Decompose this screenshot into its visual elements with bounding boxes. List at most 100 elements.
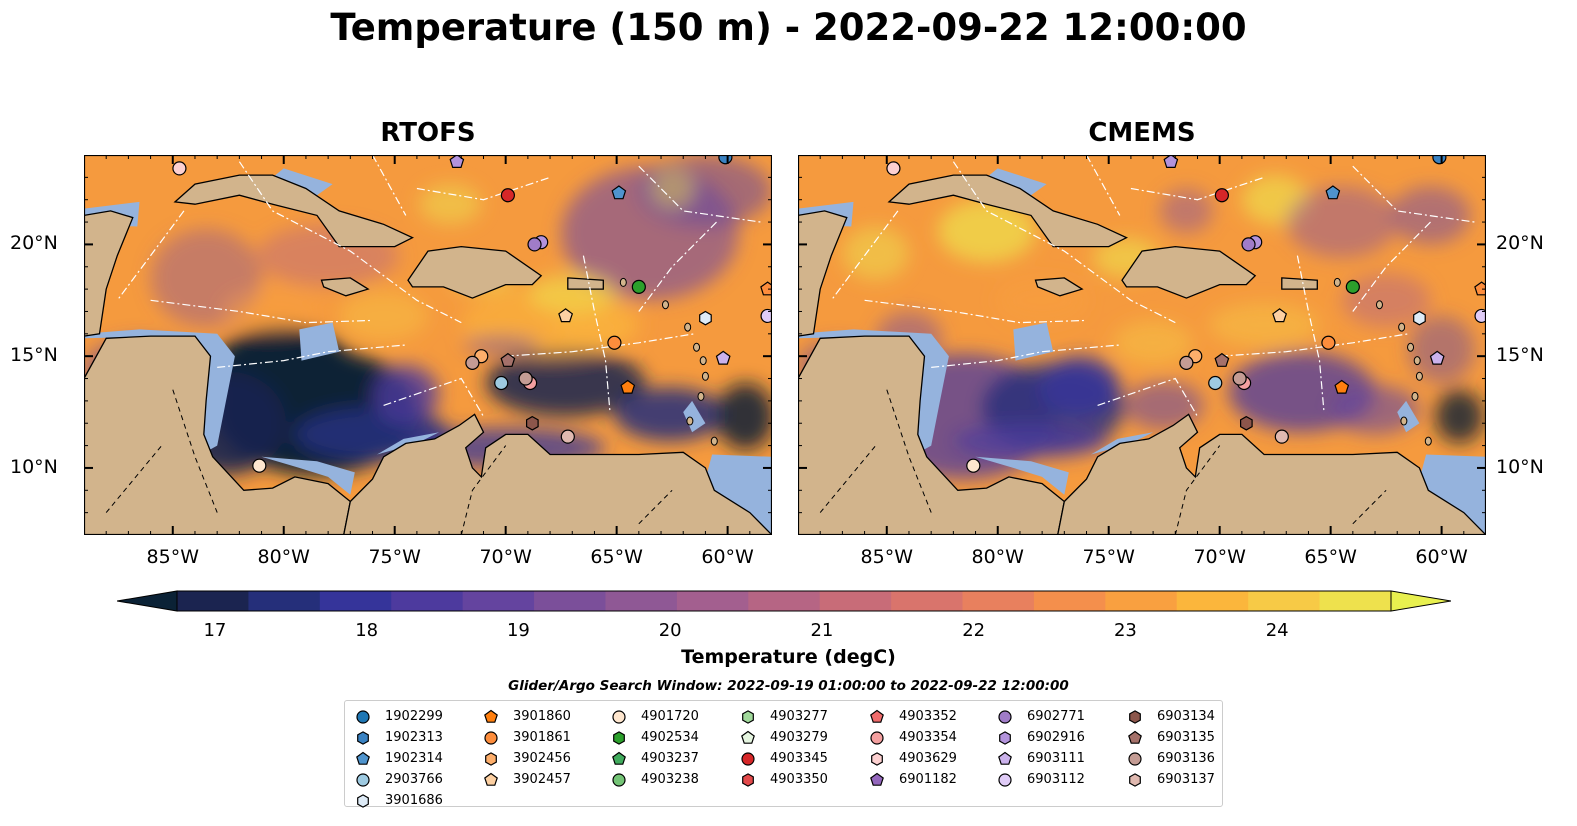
eez-boundary	[931, 344, 1120, 368]
legend-column: 3901860 3901861 3902456 3902457	[483, 706, 571, 790]
eez-boundary	[1085, 155, 1121, 216]
legend-entry: 4903237	[611, 748, 699, 769]
legend-marker-icon	[998, 772, 1012, 787]
yucatan-land	[84, 210, 134, 337]
legend-marker-icon	[356, 751, 370, 765]
legend-entry: 6903135	[1127, 727, 1215, 748]
float-marker	[494, 375, 509, 391]
legend-marker-icon	[484, 772, 498, 786]
float-marker	[500, 188, 515, 203]
eez-boundary	[383, 377, 485, 417]
float-marker	[1413, 310, 1426, 326]
shelf-area	[272, 168, 333, 196]
puerto-rico-land	[1281, 277, 1318, 290]
legend-label: 4902534	[641, 730, 699, 745]
eez-boundary	[238, 161, 462, 324]
colorbar-segment	[962, 591, 1035, 611]
south-america-land	[343, 413, 772, 535]
legend-label: 4903238	[641, 772, 699, 787]
float-marker	[611, 185, 627, 200]
country-border	[886, 389, 932, 513]
panel-title-rtofs: RTOFS	[380, 118, 476, 148]
legend-label: 6903137	[1157, 772, 1215, 787]
y-tick-label-left: 20°N	[10, 232, 58, 255]
legend-entry: 4903277	[740, 706, 828, 727]
hispaniola-land	[1121, 245, 1257, 299]
legend-entry: 4903345	[740, 748, 828, 769]
float-marker	[760, 308, 772, 324]
legend-marker-icon	[357, 793, 369, 808]
colorbar-extend-high	[1390, 590, 1452, 612]
float-legend: 1902299 1902313 1902314 2903766 3901686 39018…	[344, 700, 1223, 808]
float-marker	[966, 458, 981, 473]
float-marker	[718, 155, 733, 165]
colorbar-segment	[819, 591, 892, 611]
float-marker	[631, 279, 646, 294]
legend-label: 6901182	[899, 772, 957, 787]
search-window-text: Glider/Argo Search Window: 2022-09-19 01…	[508, 678, 1069, 694]
float-marker	[715, 350, 731, 365]
legend-label: 4903345	[770, 751, 828, 766]
legend-label: 1902299	[385, 709, 443, 724]
float-marker	[1214, 188, 1229, 203]
x-tick-label: 75°W	[1082, 546, 1135, 568]
float-marker	[1208, 375, 1223, 391]
legend-marker-icon	[357, 730, 369, 745]
legend-label: 3902457	[513, 772, 571, 787]
colorbar-segment	[391, 591, 464, 611]
legend-label: 4903352	[899, 709, 957, 724]
legend-column: 1902299 1902313 1902314 2903766 3901686	[355, 706, 443, 811]
eez-boundary	[1219, 333, 1409, 357]
shelf-area	[1419, 454, 1486, 535]
legend-marker-icon	[742, 709, 754, 724]
legend-entry: 4903354	[869, 727, 957, 748]
float-marker	[1321, 335, 1336, 350]
legend-entry: 4901720	[611, 706, 699, 727]
x-tick-label: 70°W	[1193, 546, 1246, 568]
legend-marker-icon	[871, 751, 883, 766]
colorbar-extend-low	[116, 590, 178, 612]
x-tick-label: 65°W	[590, 546, 643, 568]
legend-entry: 6901182	[869, 769, 957, 790]
colorbar-segment	[1176, 591, 1249, 611]
y-tick-label-right: 15°N	[1496, 344, 1544, 367]
y-tick-label-right: 10°N	[1496, 455, 1544, 478]
colorbar-segment	[1248, 591, 1321, 611]
float-marker	[1232, 371, 1247, 386]
colorbar-segment	[534, 591, 606, 611]
float-marker	[760, 281, 772, 296]
legend-label: 6903135	[1157, 730, 1215, 745]
float-marker	[252, 458, 267, 473]
legend-entry: 3901861	[483, 727, 571, 748]
legend-marker-icon	[356, 709, 370, 724]
cuba-land	[173, 174, 414, 248]
eez-boundary	[638, 221, 717, 312]
eez-boundary	[1352, 165, 1475, 223]
figure-title: Temperature (150 m) - 2022-09-22 12:00:0…	[330, 6, 1247, 49]
country-border	[1174, 445, 1221, 535]
legend-entry: 4903350	[740, 769, 828, 790]
legend-marker-icon	[484, 730, 498, 745]
map-panel-cmems	[798, 155, 1486, 535]
float-marker	[1345, 279, 1360, 294]
float-marker	[1179, 355, 1194, 370]
legend-label: 4903237	[641, 751, 699, 766]
legend-marker-icon	[612, 751, 626, 765]
legend-marker-icon	[1128, 730, 1142, 744]
float-marker	[1241, 237, 1256, 252]
eez-boundary	[371, 155, 407, 216]
legend-entry: 3901860	[483, 706, 571, 727]
float-marker	[1325, 185, 1341, 200]
colorbar-label: Temperature (degC)	[681, 646, 896, 668]
colorbar-tick-label: 22	[962, 620, 986, 641]
legend-marker-icon	[1129, 709, 1141, 724]
eez-boundary	[830, 210, 899, 301]
legend-marker-icon	[741, 730, 755, 744]
legend-label: 1902313	[385, 730, 443, 745]
legend-entry: 1902313	[355, 727, 443, 748]
eez-boundary	[1352, 221, 1431, 312]
country-border	[172, 389, 218, 513]
colorbar-segment	[891, 591, 964, 611]
legend-column: 6903134 6903135 6903136 6903137	[1127, 706, 1215, 790]
float-marker	[607, 335, 622, 350]
